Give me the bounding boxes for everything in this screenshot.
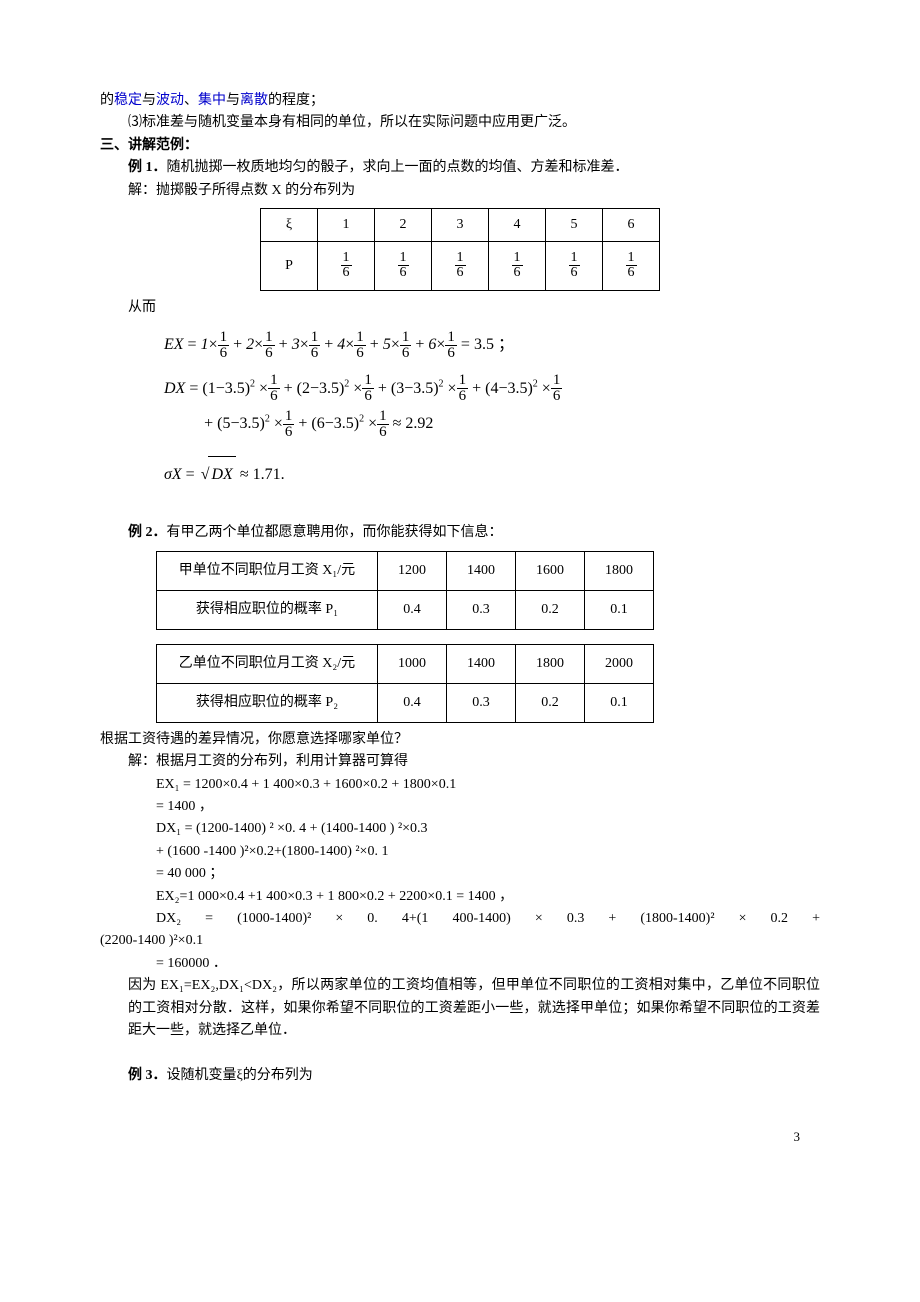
example-2-conclusion: 因为 EX₁=EX₂,DX₁<DX₂，所以两家单位的工资均值相等，但甲单位不同职…	[100, 975, 820, 1042]
table-cell: 0.1	[585, 590, 654, 629]
example-1-title: 例 1．	[128, 160, 167, 175]
table-cell: 16	[375, 241, 432, 290]
table-cell: 1800	[585, 551, 654, 590]
example-3: 例 3．设随机变量ξ的分布列为	[100, 1065, 820, 1087]
example-1-desc: 随机抛掷一枚质地均匀的骰子，求向上一面的点数的均值、方差和标准差．	[167, 160, 629, 175]
table-cell: 0.2	[516, 683, 585, 722]
calc-line: = 40 000 ；	[100, 863, 820, 885]
table-cell: 0.4	[378, 590, 447, 629]
intro-line-1: 的稳定与波动、集中与离散的程度；	[100, 90, 820, 112]
sigma-equation: σX = DX ≈ 1.71.	[100, 456, 820, 492]
table-cell: ξ	[261, 208, 318, 241]
table-cell: 2	[375, 208, 432, 241]
table-cell: 6	[603, 208, 660, 241]
text: 与	[142, 93, 156, 108]
table-cell: 16	[432, 241, 489, 290]
table-cell: 5	[546, 208, 603, 241]
table-cell: P	[261, 241, 318, 290]
table-cell: 1800	[516, 644, 585, 683]
table-cell: 获得相应职位的概率 P₂	[157, 683, 378, 722]
example-2-desc: 有甲乙两个单位都愿意聘用你，而你能获得如下信息：	[167, 525, 503, 540]
table-cell: 1000	[378, 644, 447, 683]
keyword-fluctuation: 波动	[156, 93, 184, 108]
calc-line: (2200-1400 )²×0.1	[100, 930, 820, 952]
example-2-question: 根据工资待遇的差异情况，你愿意选择哪家单位？	[100, 729, 820, 751]
table-cell: 16	[603, 241, 660, 290]
table-cell: 0.3	[447, 590, 516, 629]
wage-table-2: 乙单位不同职位月工资 X₂/元 1000 1400 1800 2000 获得相应…	[156, 644, 654, 723]
dice-distribution-table: ξ 1 2 3 4 5 6 P 16 16 16 16 16 16	[260, 208, 660, 291]
table-cell: 0.1	[585, 683, 654, 722]
calc-line: = 160000 ．	[100, 953, 820, 975]
table-cell: 1400	[447, 644, 516, 683]
table-cell: 16	[489, 241, 546, 290]
table-cell: 0.2	[516, 590, 585, 629]
example-2-solution-intro: 解：根据月工资的分布列，利用计算器可算得	[100, 751, 820, 773]
table-cell: 甲单位不同职位月工资 X₁/元	[157, 551, 378, 590]
table-cell: 0.4	[378, 683, 447, 722]
dx-equation: DX = (1−3.5)2 ×16 + (2−3.5)2 ×16 + (3−3.…	[100, 371, 820, 441]
table-cell: 2000	[585, 644, 654, 683]
example-1: 例 1．随机抛掷一枚质地均匀的骰子，求向上一面的点数的均值、方差和标准差．	[100, 157, 820, 179]
intro-line-2: ⑶标准差与随机变量本身有相同的单位，所以在实际问题中应用更广泛。	[100, 112, 820, 134]
table-cell: 3	[432, 208, 489, 241]
table-cell: 1	[318, 208, 375, 241]
ex-equation: EX = 1×16 + 2×16 + 3×16 + 4×16 + 5×16 + …	[100, 327, 820, 362]
table-cell: 1200	[378, 551, 447, 590]
keyword-stable: 稳定	[114, 93, 142, 108]
table-cell: 1600	[516, 551, 585, 590]
calc-line: DX₂ = (1000-1400)² × 0. 4+(1 400-1400) ×…	[100, 908, 820, 930]
example-1-solution-intro: 解：抛掷骰子所得点数 X 的分布列为	[100, 180, 820, 202]
calc-line: DX₁ = (1200-1400) ² ×0. 4 + (1400-1400 )…	[100, 818, 820, 840]
text: 与	[226, 93, 240, 108]
wage-table-1: 甲单位不同职位月工资 X₁/元 1200 1400 1600 1800 获得相应…	[156, 551, 654, 630]
text: 的	[100, 93, 114, 108]
keyword-dispersed: 离散	[240, 93, 268, 108]
table-cell: 4	[489, 208, 546, 241]
text: 、	[184, 93, 198, 108]
table-cell: 1400	[447, 551, 516, 590]
table-cell: 0.3	[447, 683, 516, 722]
table-cell: 16	[546, 241, 603, 290]
example-3-title: 例 3．	[128, 1068, 167, 1083]
calc-line: + (1600 -1400 )²×0.2+(1800-1400) ²×0. 1	[100, 841, 820, 863]
therefore: 从而	[100, 297, 820, 319]
calc-line: EX₁ = 1200×0.4 + 1 400×0.3 + 1600×0.2 + …	[100, 774, 820, 796]
table-cell: 乙单位不同职位月工资 X₂/元	[157, 644, 378, 683]
example-2-title: 例 2．	[128, 525, 167, 540]
keyword-concentrated: 集中	[198, 93, 226, 108]
example-2: 例 2．有甲乙两个单位都愿意聘用你，而你能获得如下信息：	[100, 522, 820, 544]
section-title: 三、讲解范例：	[100, 135, 820, 157]
table-cell: 16	[318, 241, 375, 290]
text: 的程度；	[268, 93, 324, 108]
calc-line: EX₂=1 000×0.4 +1 400×0.3 + 1 800×0.2 + 2…	[100, 886, 820, 908]
example-3-desc: 设随机变量ξ的分布列为	[167, 1068, 313, 1083]
calc-line: = 1400 ，	[100, 796, 820, 818]
table-cell: 获得相应职位的概率 P₁	[157, 590, 378, 629]
page-number: 3	[100, 1127, 820, 1148]
